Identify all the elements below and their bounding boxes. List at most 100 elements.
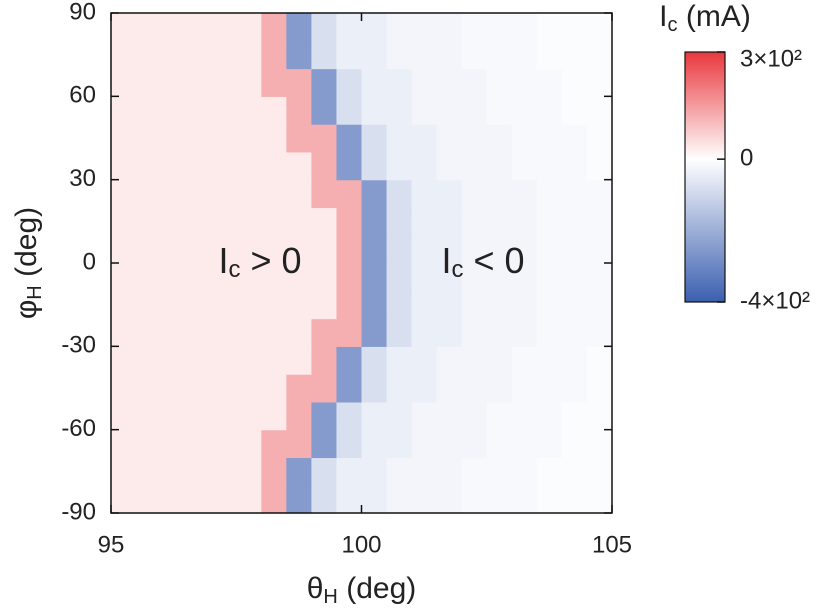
heatmap-cell [236, 374, 262, 403]
heatmap-cell [436, 401, 463, 431]
heatmap-cell [261, 124, 287, 153]
heatmap-cell [261, 68, 287, 97]
heatmap-cell [411, 68, 438, 97]
heatmap-cell [486, 151, 513, 181]
heatmap-cell [461, 235, 488, 264]
colorbar-tick-label: -4×10² [740, 287, 810, 314]
heatmap-cell [186, 374, 212, 403]
heatmap-cell [161, 179, 187, 209]
heatmap-cell [311, 124, 338, 153]
colorbar [684, 51, 726, 303]
heatmap-cell [461, 374, 488, 403]
heatmap-cell [511, 401, 538, 431]
heatmap-cell [486, 374, 513, 403]
heatmap-cell [336, 429, 363, 459]
heatmap-cell [511, 207, 538, 236]
heatmap-cell [286, 96, 312, 125]
heatmap-cell [136, 318, 162, 347]
heatmap-cell [336, 318, 363, 347]
colorbar-title: Ic (mA) [659, 0, 751, 36]
heatmap-cell [511, 485, 538, 514]
heatmap-cell [411, 401, 438, 431]
heatmap-cell [136, 346, 162, 375]
heatmap-cell [386, 207, 413, 236]
heatmap-cell [586, 235, 613, 264]
heatmap-cell [536, 374, 563, 403]
heatmap-cell [111, 13, 137, 42]
heatmap-cell [336, 290, 363, 320]
heatmap-cell [286, 151, 312, 181]
heatmap-cell [211, 124, 237, 153]
heatmap-cell [486, 68, 513, 97]
heatmap-cell [536, 457, 563, 486]
heatmap-cell [286, 374, 312, 403]
heatmap-cell [261, 13, 287, 42]
heatmap-cell [161, 151, 187, 181]
heatmap-cell [336, 96, 363, 125]
heatmap-cell [536, 346, 563, 375]
heatmap-cell [411, 235, 438, 264]
heatmap-cell [186, 318, 212, 347]
heatmap-cell [236, 485, 262, 514]
heatmap-cell [236, 429, 262, 459]
y-tick-label: 30 [69, 165, 96, 192]
heatmap-cell [161, 374, 187, 403]
colorbar-tick-label: 3×10² [740, 45, 802, 72]
y-axis-title-base: φ [10, 300, 43, 319]
heatmap-cell [311, 207, 338, 236]
heatmap-cell [436, 179, 463, 209]
heatmap-cell [511, 13, 538, 42]
heatmap-cell [561, 179, 588, 209]
heatmap-cell [536, 235, 563, 264]
heatmap-cell [561, 485, 588, 514]
heatmap-cell [361, 207, 388, 236]
heatmap-cell [311, 401, 338, 431]
heatmap-cell [361, 429, 388, 459]
heatmap-cell [536, 151, 563, 181]
heatmap-cell [161, 485, 187, 514]
heatmap-cell [211, 207, 237, 236]
heatmap-cell [436, 318, 463, 347]
heatmap-cell [161, 96, 187, 125]
heatmap-cell [511, 96, 538, 125]
heatmap-cell [436, 40, 463, 70]
heatmap-cell [161, 401, 187, 431]
heatmap-cell [461, 346, 488, 375]
heatmap-cell [486, 485, 513, 514]
heatmap-cell [411, 124, 438, 153]
heatmap-cell [136, 124, 162, 153]
heatmap-cell [336, 179, 363, 209]
heatmap-cell [261, 235, 287, 264]
x-axis-title-unit: (deg) [338, 572, 416, 605]
heatmap-cell [336, 235, 363, 264]
heatmap-cell [286, 346, 312, 375]
heatmap-cell [411, 485, 438, 514]
heatmap-cell [436, 485, 463, 514]
heatmap-cell [286, 68, 312, 97]
heatmap-cell [186, 40, 212, 70]
heatmap-cell [111, 179, 137, 209]
heatmap-cell [211, 374, 237, 403]
heatmap-cell [461, 124, 488, 153]
heatmap-cell [136, 429, 162, 459]
heatmap-cell [536, 318, 563, 347]
heatmap-cell [461, 151, 488, 181]
heatmap-cell [586, 457, 613, 486]
heatmap-cell [361, 485, 388, 514]
heatmap-cell [261, 96, 287, 125]
heatmap-cell [461, 263, 488, 292]
annotation: Ic > 0 [218, 240, 301, 284]
heatmap-cell [511, 429, 538, 459]
x-tick-label: 95 [98, 531, 125, 558]
heatmap-cell [286, 263, 312, 292]
heatmap-cell [111, 40, 137, 70]
heatmap-cell [386, 457, 413, 486]
heatmap-cell [411, 151, 438, 181]
heatmap-cell [236, 68, 262, 97]
y-axis-title-unit: (deg) [10, 207, 43, 285]
heatmap-cell [286, 40, 312, 70]
heatmap-cell [386, 290, 413, 320]
heatmap-cell [386, 429, 413, 459]
heatmap-cell [136, 179, 162, 209]
